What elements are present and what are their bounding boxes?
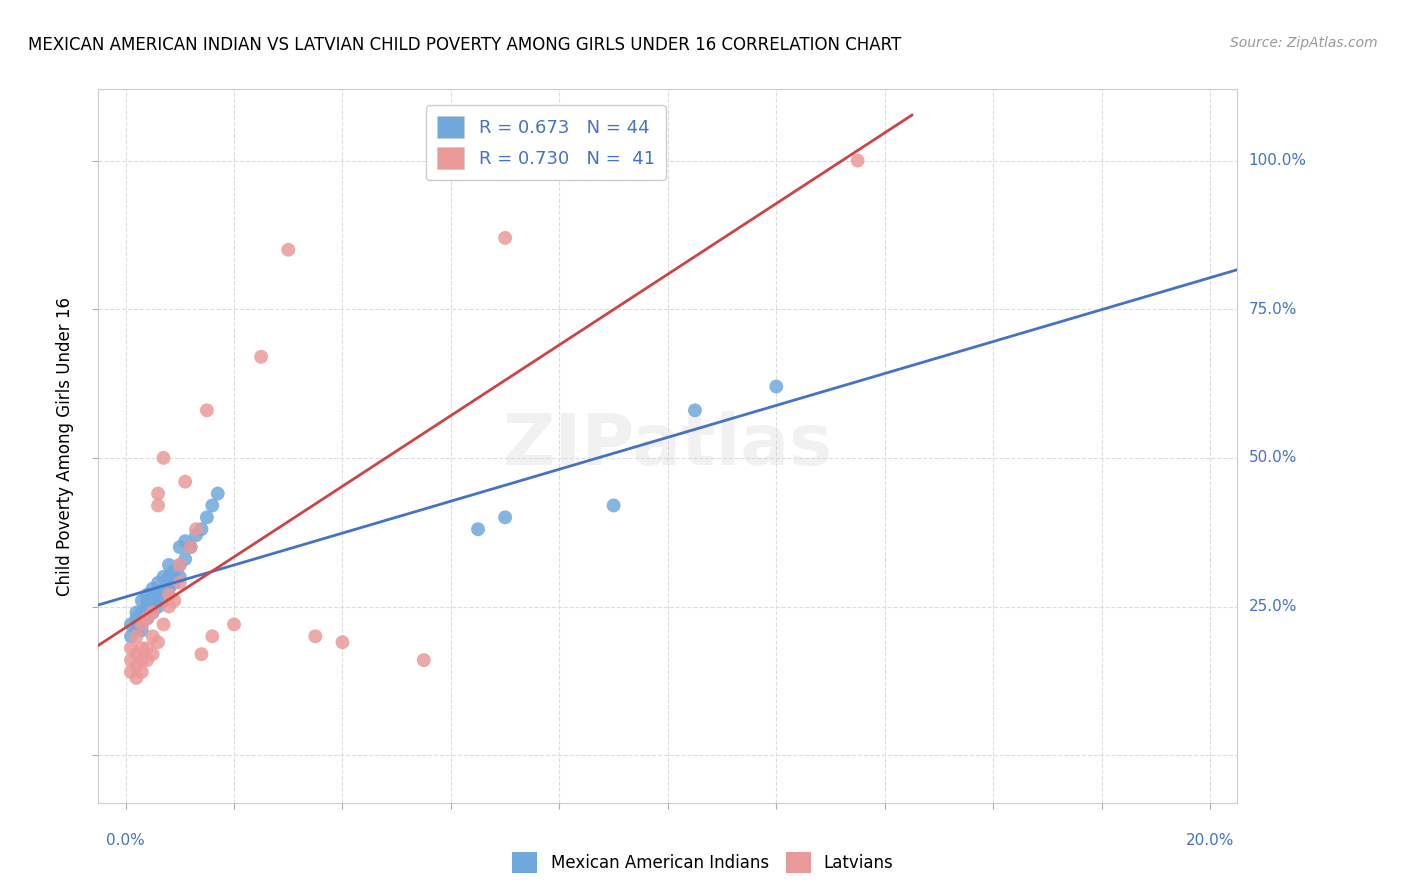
Point: [201, 629, 224, 643]
Point: [207, 486, 229, 500]
Y-axis label: Child Poverty Among Girls Under 16: Child Poverty Among Girls Under 16: [56, 296, 75, 596]
Point: [125, 659, 148, 673]
Point: [174, 475, 197, 489]
Point: [180, 540, 202, 554]
Point: [184, 528, 207, 542]
Legend: R = 0.673   N = 44, R = 0.730   N =  41: R = 0.673 N = 44, R = 0.730 N = 41: [426, 105, 665, 180]
Point: [136, 611, 159, 625]
Point: [184, 522, 207, 536]
Point: [152, 617, 174, 632]
Point: [136, 588, 159, 602]
Text: 25.0%: 25.0%: [1249, 599, 1296, 614]
Point: [136, 653, 159, 667]
Point: [201, 499, 224, 513]
Point: [169, 570, 191, 584]
Point: [142, 647, 165, 661]
Point: [157, 588, 180, 602]
Point: [142, 582, 165, 596]
Point: [142, 606, 165, 620]
Point: [142, 593, 165, 607]
Point: [157, 599, 180, 614]
Point: [494, 510, 516, 524]
Point: [125, 671, 148, 685]
Point: [195, 403, 218, 417]
Point: [163, 593, 186, 607]
Point: [136, 641, 159, 656]
Point: [169, 575, 191, 590]
Point: [125, 647, 148, 661]
Point: [277, 243, 299, 257]
Point: [120, 665, 142, 679]
Point: [174, 534, 197, 549]
Point: [190, 522, 212, 536]
Point: [120, 629, 142, 643]
Point: [180, 540, 202, 554]
Text: 20.0%: 20.0%: [1187, 833, 1234, 848]
Point: [136, 593, 159, 607]
Point: [152, 450, 174, 465]
Point: [131, 624, 153, 638]
Point: [142, 629, 165, 643]
Point: [131, 653, 153, 667]
Point: [250, 350, 273, 364]
Point: [146, 575, 169, 590]
Point: [174, 552, 197, 566]
Text: 100.0%: 100.0%: [1249, 153, 1306, 168]
Point: [120, 617, 142, 632]
Point: [152, 570, 174, 584]
Point: [195, 510, 218, 524]
Point: [142, 588, 165, 602]
Text: 75.0%: 75.0%: [1249, 301, 1296, 317]
Point: [146, 635, 169, 649]
Point: [120, 653, 142, 667]
Point: [494, 231, 516, 245]
Point: [136, 611, 159, 625]
Point: [125, 629, 148, 643]
Point: [125, 606, 148, 620]
Point: [131, 606, 153, 620]
Text: Source: ZipAtlas.com: Source: ZipAtlas.com: [1230, 36, 1378, 50]
Text: MEXICAN AMERICAN INDIAN VS LATVIAN CHILD POVERTY AMONG GIRLS UNDER 16 CORRELATIO: MEXICAN AMERICAN INDIAN VS LATVIAN CHILD…: [28, 36, 901, 54]
Point: [146, 588, 169, 602]
Point: [467, 522, 489, 536]
Point: [136, 599, 159, 614]
Point: [190, 647, 212, 661]
Point: [131, 665, 153, 679]
Point: [131, 617, 153, 632]
Point: [304, 629, 326, 643]
Point: [131, 593, 153, 607]
Point: [222, 617, 245, 632]
Point: [163, 564, 186, 578]
Legend: Mexican American Indians, Latvians: Mexican American Indians, Latvians: [506, 846, 900, 880]
Point: [412, 653, 434, 667]
Point: [125, 624, 148, 638]
Text: 50.0%: 50.0%: [1249, 450, 1296, 466]
Point: [169, 558, 191, 572]
Point: [120, 641, 142, 656]
Point: [765, 379, 787, 393]
Point: [131, 641, 153, 656]
Point: [152, 593, 174, 607]
Point: [125, 611, 148, 625]
Point: [146, 499, 169, 513]
Point: [602, 499, 624, 513]
Point: [157, 558, 180, 572]
Point: [169, 558, 191, 572]
Point: [131, 617, 153, 632]
Text: ZIPatlas: ZIPatlas: [503, 411, 832, 481]
Point: [152, 582, 174, 596]
Point: [163, 575, 186, 590]
Point: [169, 540, 191, 554]
Point: [157, 582, 180, 596]
Point: [146, 599, 169, 614]
Point: [146, 486, 169, 500]
Text: 0.0%: 0.0%: [107, 833, 145, 848]
Point: [683, 403, 706, 417]
Point: [332, 635, 354, 649]
Point: [142, 606, 165, 620]
Point: [157, 570, 180, 584]
Point: [846, 153, 869, 168]
